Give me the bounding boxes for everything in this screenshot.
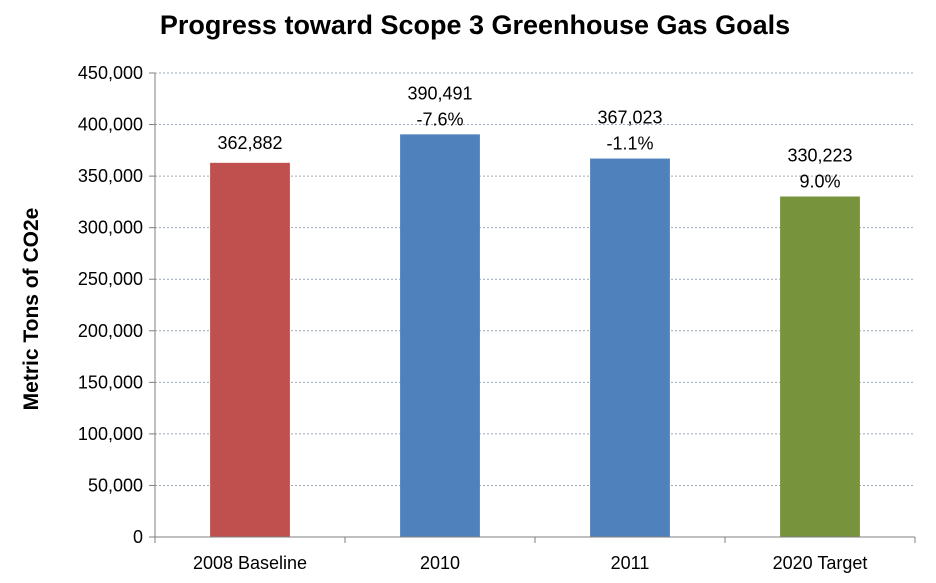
data-labels: 362,882 390,491 -7.6% 367,023 -1.1% 330,223 9.… xyxy=(217,83,852,191)
change-label: 9.0% xyxy=(799,172,840,192)
y-tick-label: 250,000 xyxy=(78,269,143,289)
y-tick-label: 350,000 xyxy=(78,166,143,186)
y-tick-label: 50,000 xyxy=(88,475,143,495)
chart-title: Progress toward Scope 3 Greenhouse Gas G… xyxy=(160,10,790,40)
y-tick-label: 150,000 xyxy=(78,372,143,392)
change-label: -7.6% xyxy=(416,109,463,129)
bar xyxy=(780,196,860,537)
value-label: 390,491 xyxy=(407,83,472,103)
y-tick-label: 450,000 xyxy=(78,63,143,83)
value-label: 367,023 xyxy=(597,108,662,128)
x-tick-label: 2011 xyxy=(611,553,650,573)
x-tick-label: 2020 Target xyxy=(773,553,868,573)
y-tick-label: 0 xyxy=(133,527,143,547)
bar xyxy=(210,162,290,537)
y-tick-label: 300,000 xyxy=(78,218,143,238)
y-axis-label: Metric Tons of CO2e xyxy=(20,208,43,411)
value-label: 330,223 xyxy=(787,146,852,166)
x-tick-label: 2008 Baseline xyxy=(193,553,307,573)
y-tick-label: 100,000 xyxy=(78,424,143,444)
value-label: 362,882 xyxy=(217,133,282,153)
change-label: -1.1% xyxy=(606,134,653,154)
bar xyxy=(400,134,480,537)
axes: 0 50,000 100,000 150,000 200,000 250,000 300,0… xyxy=(78,63,916,573)
y-tick-label: 400,000 xyxy=(78,115,143,135)
bar xyxy=(590,158,670,537)
x-tick-label: 2010 xyxy=(420,553,460,573)
y-tick-label: 200,000 xyxy=(78,321,143,341)
bars xyxy=(210,134,860,537)
